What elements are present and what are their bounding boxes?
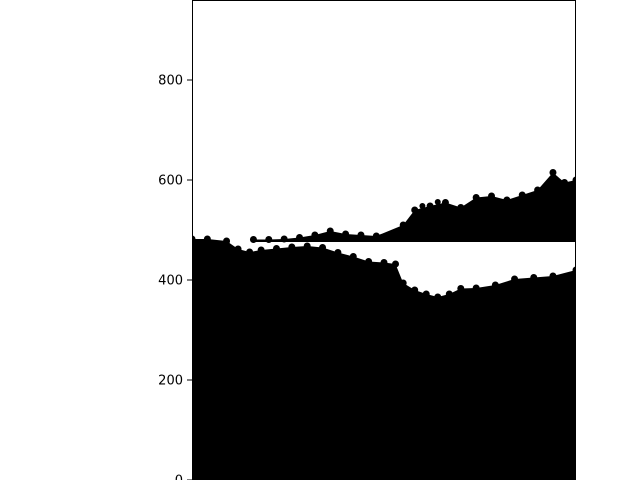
scatter-point xyxy=(265,236,273,243)
scatter-point xyxy=(411,206,419,214)
scatter-point xyxy=(534,186,542,194)
scatter-point xyxy=(349,253,357,260)
scatter-point xyxy=(472,284,480,292)
scatter-point xyxy=(203,235,211,243)
scatter-point xyxy=(434,199,441,205)
y-tick-label: 0 xyxy=(175,474,183,480)
scatter-point xyxy=(560,179,568,186)
scatter-point xyxy=(257,246,265,254)
y-tick-label: 800 xyxy=(158,74,183,89)
scatter-marks xyxy=(192,169,576,480)
scatter-point xyxy=(380,259,388,266)
scatter-point xyxy=(457,285,465,292)
scatter-point xyxy=(399,221,407,229)
scatter-point xyxy=(234,245,242,253)
scatter-point xyxy=(249,236,257,243)
scatter-point xyxy=(365,258,373,265)
scatter-point-cloud-lower xyxy=(192,239,576,480)
scatter-point xyxy=(399,279,407,287)
scatter-point xyxy=(472,194,480,201)
scatter-point-cloud-upper xyxy=(253,172,576,242)
scatter-point xyxy=(223,237,231,245)
scatter-point xyxy=(334,249,342,256)
scatter-point xyxy=(411,286,419,294)
scatter-point xyxy=(372,232,380,240)
scatter-point xyxy=(296,234,304,241)
scatter-point xyxy=(319,244,327,251)
scatter-point xyxy=(549,272,557,280)
y-tick-label: 400 xyxy=(158,274,183,289)
scatter-point xyxy=(491,281,499,289)
scatter-point xyxy=(518,191,526,199)
scatter-point xyxy=(434,293,442,301)
scatter-point xyxy=(488,192,496,200)
scatter-point xyxy=(280,235,288,243)
scatter-point xyxy=(392,260,400,268)
scatter-point xyxy=(457,204,465,211)
scatter-point xyxy=(530,274,538,281)
scatter-point xyxy=(503,196,511,204)
y-tick-label: 200 xyxy=(158,374,183,389)
scatter-point xyxy=(311,231,319,239)
scatter-point xyxy=(357,231,365,239)
scatter-point xyxy=(326,227,334,235)
scatter-point xyxy=(272,245,280,252)
y-tick-label: 600 xyxy=(158,174,183,189)
scatter-point xyxy=(303,242,311,250)
scatter-point xyxy=(422,290,430,298)
scatter-point xyxy=(246,248,254,256)
scatter-point xyxy=(288,243,296,251)
scatter-point xyxy=(511,275,519,283)
scatter-point xyxy=(419,203,426,209)
scatter-point xyxy=(549,169,557,176)
scatter-point xyxy=(426,202,434,210)
scatter-point xyxy=(342,230,350,238)
scatter-point xyxy=(445,290,453,298)
scatter-point xyxy=(392,236,399,242)
y-axis: 0 200 400 600 800 xyxy=(158,74,192,480)
scatter-point xyxy=(441,199,449,206)
